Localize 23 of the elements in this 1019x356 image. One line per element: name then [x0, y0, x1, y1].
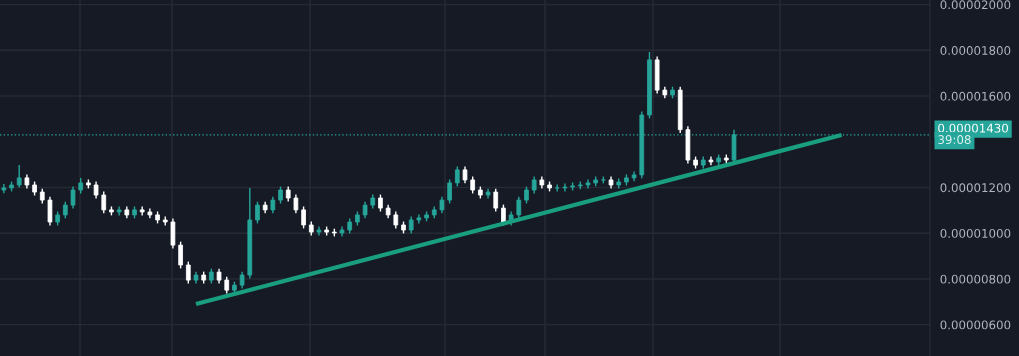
candlestick	[101, 190, 107, 215]
candlestick	[447, 178, 452, 205]
y-tick-label: 0.00001600	[940, 91, 1011, 101]
candlestick	[516, 195, 522, 220]
candlestick	[185, 260, 191, 285]
y-tick-label: 0.00001200	[940, 183, 1011, 193]
candlestick	[70, 185, 76, 210]
candlestick	[293, 193, 299, 215]
ref-line-label: 0.00001430	[938, 123, 1009, 133]
candlestick	[178, 240, 183, 270]
y-tick-label: 0.00001000	[940, 228, 1011, 238]
candlestick	[255, 200, 260, 225]
candlestick	[301, 205, 306, 230]
candlestick	[454, 165, 460, 188]
candlestick	[47, 195, 53, 227]
y-tick-label: 0.00002000	[940, 0, 1011, 10]
y-tick-label: 0.00000600	[940, 320, 1011, 330]
candlestick	[170, 217, 176, 250]
y-tick-label: 0.00001800	[940, 46, 1011, 55]
candlestick	[493, 187, 499, 213]
candlestick	[16, 164, 22, 189]
text: 39:08	[938, 135, 971, 145]
y-tick-label: 0.00000800	[940, 274, 1011, 284]
